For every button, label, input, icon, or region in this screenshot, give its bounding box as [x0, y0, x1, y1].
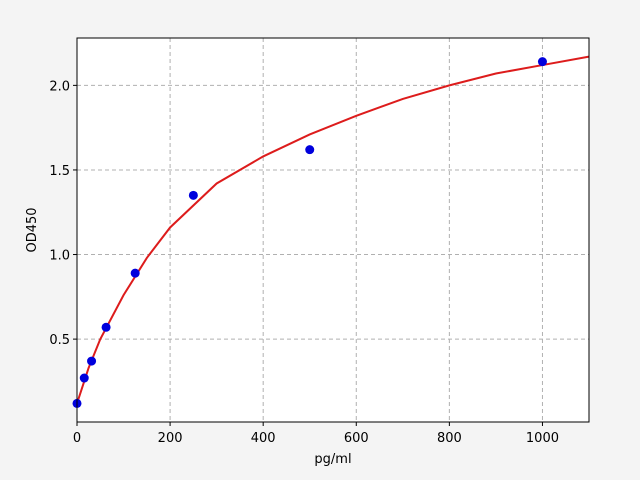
data-point	[79, 373, 89, 383]
data-point	[87, 356, 97, 366]
y-tick-label: 2.0	[49, 79, 70, 94]
data-point	[188, 190, 198, 200]
plot-frame	[76, 37, 590, 423]
y-tick-label: 1.0	[49, 249, 70, 264]
y-axis-label: OD450	[25, 207, 40, 252]
data-point	[537, 57, 547, 67]
data-point	[101, 322, 111, 332]
x-tick-label: 600	[344, 431, 369, 446]
x-axis-label: pg/ml	[314, 452, 351, 467]
y-tick-label: 0.5	[49, 333, 70, 348]
data-point	[305, 145, 315, 155]
data-point	[130, 268, 140, 278]
x-tick-label: 1000	[526, 431, 559, 446]
x-tick-label: 200	[158, 431, 183, 446]
x-tick-label: 400	[251, 431, 276, 446]
y-tick-label: 1.5	[49, 164, 70, 179]
x-tick-label: 800	[437, 431, 462, 446]
x-tick-label: 0	[73, 431, 81, 446]
plot-area	[77, 38, 589, 422]
